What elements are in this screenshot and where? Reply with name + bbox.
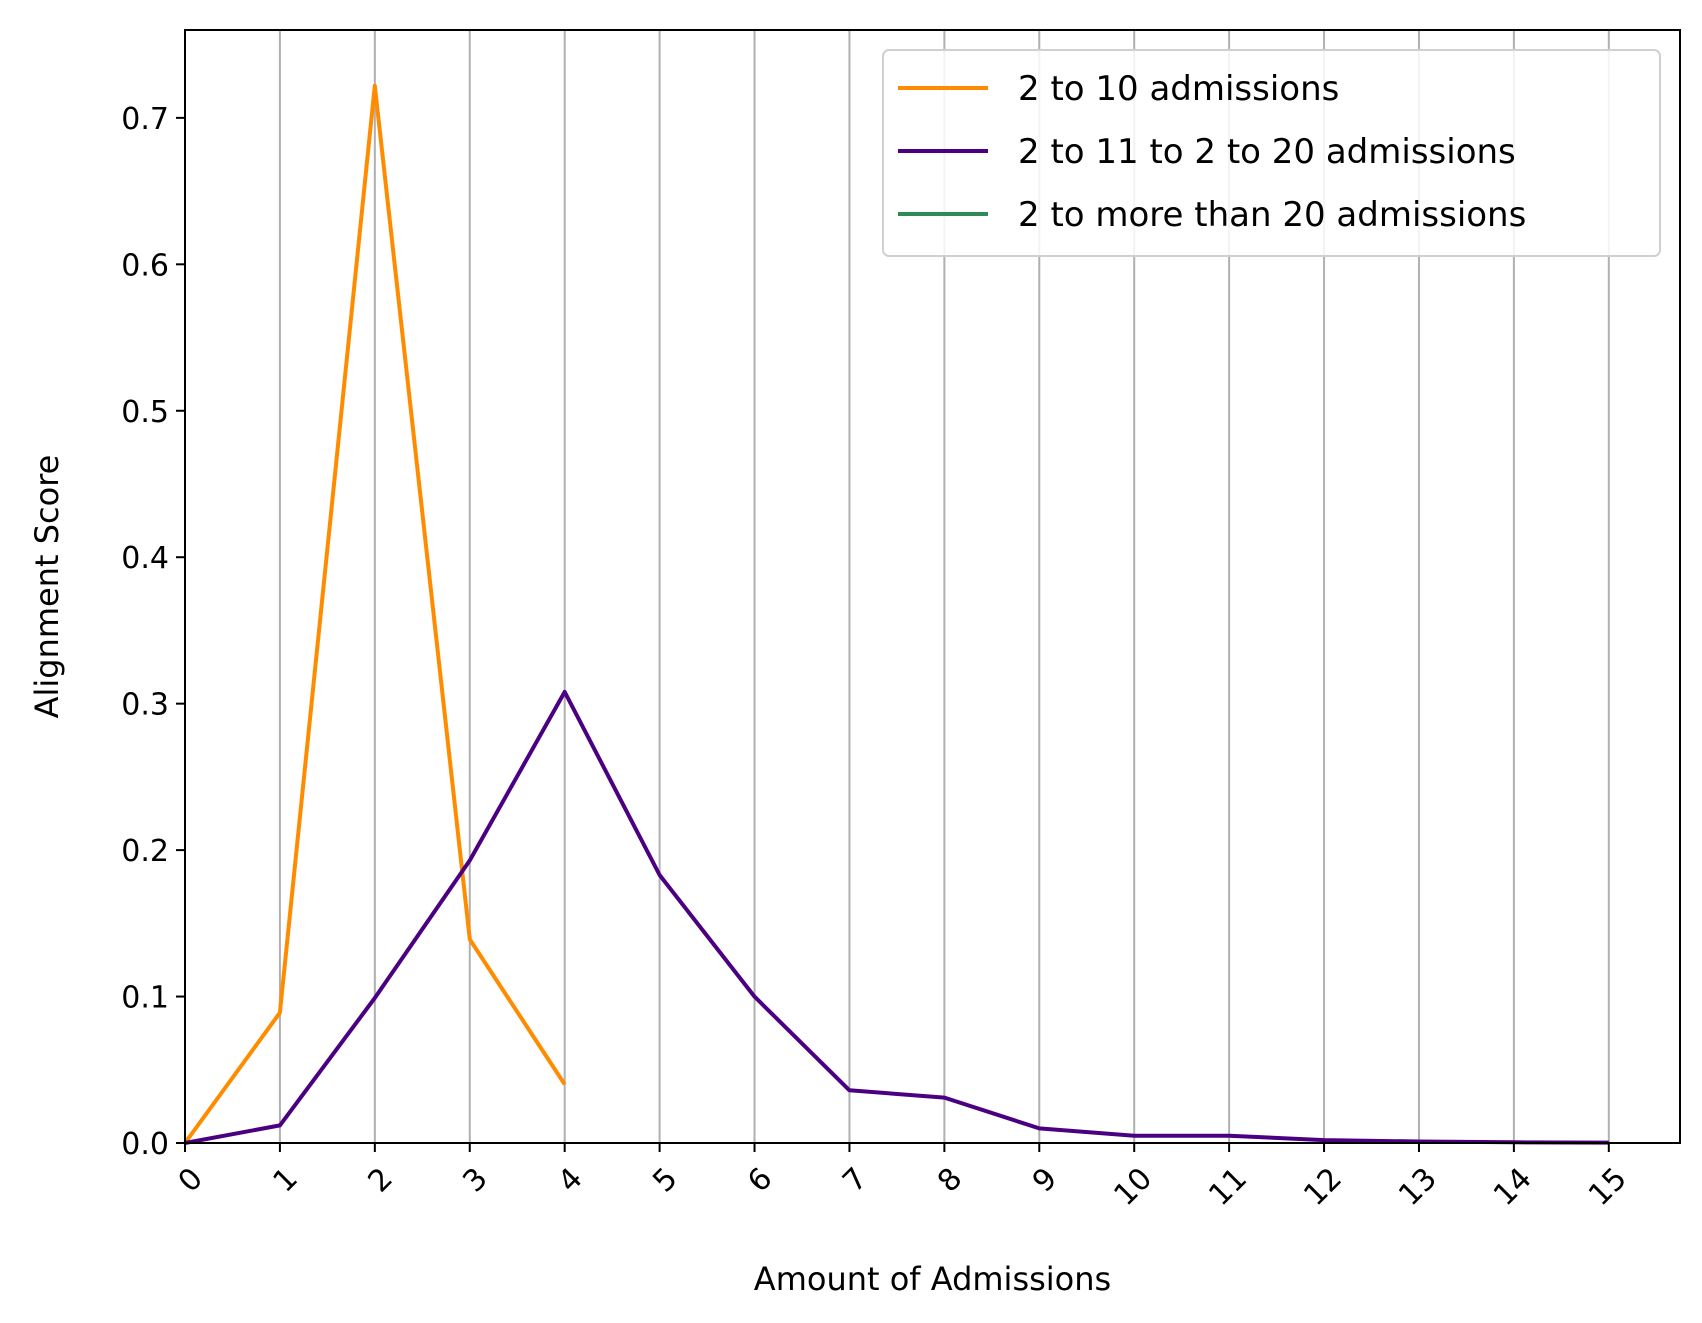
y-axis-ticks: 0.0 0.1 0.2 0.3 0.4 0.5 0.6 0.7 [121, 102, 185, 1162]
legend-label-1: 2 to 11 to 2 to 20 admissions [1018, 132, 1516, 172]
y-axis-label: Alignment Score [28, 455, 66, 719]
y-tick-label-4: 0.4 [121, 541, 169, 576]
legend-box [882, 49, 1661, 257]
y-tick-label-0: 0.0 [121, 1127, 169, 1162]
series-lines [183, 83, 1609, 1145]
y-tick-label-3: 0.3 [121, 688, 169, 723]
x-axis-label: Amount of Admissions [754, 1260, 1111, 1298]
y-tick-label-5: 0.5 [121, 395, 169, 430]
y-tick-label-1: 0.1 [121, 981, 169, 1016]
series-line-1 [184, 689, 1609, 1145]
y-tick-label-6: 0.6 [121, 248, 169, 283]
legend-label-0: 2 to 10 admissions [1018, 69, 1339, 109]
series-line-0 [183, 83, 567, 1145]
y-tick-label-2: 0.2 [121, 834, 169, 869]
legend: 2 to 10 admissions 2 to 11 to 2 to 20 adm… [882, 49, 1661, 257]
legend-label-2: 2 to more than 20 admissions [1018, 195, 1526, 235]
plot-frame [184, 29, 1681, 1144]
y-tick-label-7: 0.7 [121, 102, 169, 137]
